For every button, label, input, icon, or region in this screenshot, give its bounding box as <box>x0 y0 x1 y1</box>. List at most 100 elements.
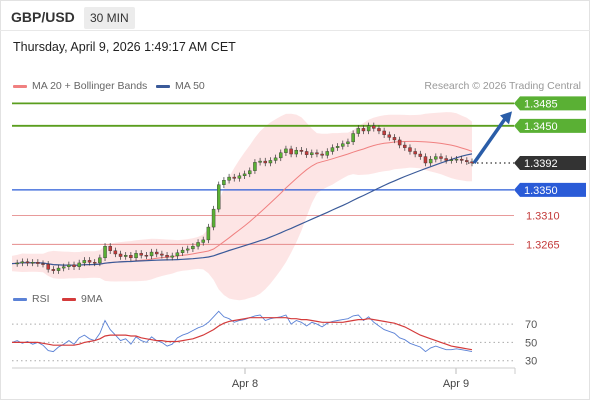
candle-body <box>135 253 138 257</box>
candle-body <box>166 255 169 257</box>
candle-body <box>295 150 298 154</box>
candle-body <box>434 157 437 160</box>
x-tick-label: Apr 9 <box>443 378 469 390</box>
rsi-tick-label: 30 <box>525 356 537 368</box>
candle-body <box>274 158 277 161</box>
candle-body <box>98 258 101 263</box>
price-level-tag: 1.3392 <box>514 156 586 170</box>
candle-body <box>414 151 417 154</box>
candle-body <box>310 153 313 155</box>
price-level-label: 1.3485 <box>524 98 558 110</box>
candle-body <box>398 140 401 145</box>
price-level-label: 1.3350 <box>524 185 558 197</box>
candle-body <box>352 134 355 142</box>
candle <box>212 206 215 230</box>
rsi-tick-label: 50 <box>525 337 537 349</box>
candle-body <box>383 131 386 135</box>
candle-body <box>455 159 458 160</box>
candle-body <box>129 255 132 258</box>
forecast-arrow-shaft <box>474 117 506 163</box>
candle-body <box>259 161 262 162</box>
candle-body <box>408 148 411 152</box>
candle-body <box>300 150 303 151</box>
candle-body <box>372 126 375 129</box>
candle-body <box>104 246 107 258</box>
candle-body <box>150 252 153 256</box>
candle-body <box>393 137 396 140</box>
candle-body <box>109 246 112 250</box>
candle-body <box>114 251 117 254</box>
candle-body <box>248 171 251 174</box>
candle-body <box>367 126 370 131</box>
candle-body <box>160 254 163 255</box>
candle-body <box>331 148 334 152</box>
candle-body <box>429 159 432 163</box>
bollinger-band <box>12 112 472 300</box>
candle-body <box>326 151 329 155</box>
price-level-tag: 1.3350 <box>514 183 586 197</box>
price-level-tag: 1.3450 <box>514 119 586 133</box>
candle-body <box>357 128 360 133</box>
candle-body <box>176 253 179 256</box>
candle-body <box>336 146 339 147</box>
candle-body <box>212 209 215 227</box>
candle-body <box>145 255 148 256</box>
price-level-tag: 1.3485 <box>514 96 586 110</box>
candle-body <box>16 263 19 264</box>
candle-body <box>419 154 422 157</box>
price-level-label: 1.3265 <box>526 239 560 251</box>
candle-body <box>321 154 324 155</box>
candle-body <box>186 249 189 250</box>
candle-body <box>202 240 205 243</box>
candle-body <box>284 149 287 153</box>
candle-body <box>83 260 86 263</box>
candle <box>217 182 220 213</box>
candle-body <box>62 267 65 268</box>
candle-body <box>388 135 391 138</box>
candle-body <box>67 265 70 267</box>
candle-body <box>465 160 468 161</box>
candle-body <box>243 174 246 176</box>
rsi-ma-line <box>12 318 472 350</box>
candle-body <box>21 262 24 263</box>
candle-body <box>460 159 463 160</box>
rsi-tick-label: 70 <box>525 319 537 331</box>
price-level-label: 1.3450 <box>524 121 558 133</box>
candle-body <box>36 262 39 263</box>
candle-body <box>140 253 143 255</box>
candle-body <box>57 268 60 271</box>
x-tick-label: Apr 8 <box>232 378 258 390</box>
candle-body <box>26 262 29 263</box>
candle-body <box>119 254 122 257</box>
candle-body <box>171 256 174 257</box>
candle-body <box>341 144 344 147</box>
candle-body <box>362 128 365 131</box>
candle-body <box>315 153 318 154</box>
candle-body <box>450 160 453 161</box>
candle-body <box>78 263 81 267</box>
candle-body <box>181 250 184 253</box>
rsi-line <box>12 311 472 351</box>
price-level-tag: 1.3265 <box>526 239 560 251</box>
candle-body <box>290 149 293 154</box>
candle-body <box>197 242 200 246</box>
candle-body <box>88 260 91 262</box>
candle-body <box>305 151 308 154</box>
price-level-label: 1.3392 <box>524 158 558 170</box>
candle-body <box>269 160 272 163</box>
candle-body <box>424 157 427 163</box>
candle-body <box>155 252 158 254</box>
candle-body <box>264 161 267 163</box>
candle-body <box>93 262 96 263</box>
candle-body <box>346 142 349 144</box>
candle-body <box>253 162 256 170</box>
candle-body <box>279 153 282 158</box>
candle-body <box>207 227 210 240</box>
candle-body <box>52 269 55 270</box>
candle-body <box>47 264 50 269</box>
candle-body <box>445 159 448 161</box>
candle-body <box>124 255 127 256</box>
candle-body <box>31 262 34 263</box>
candle-body <box>217 185 220 209</box>
